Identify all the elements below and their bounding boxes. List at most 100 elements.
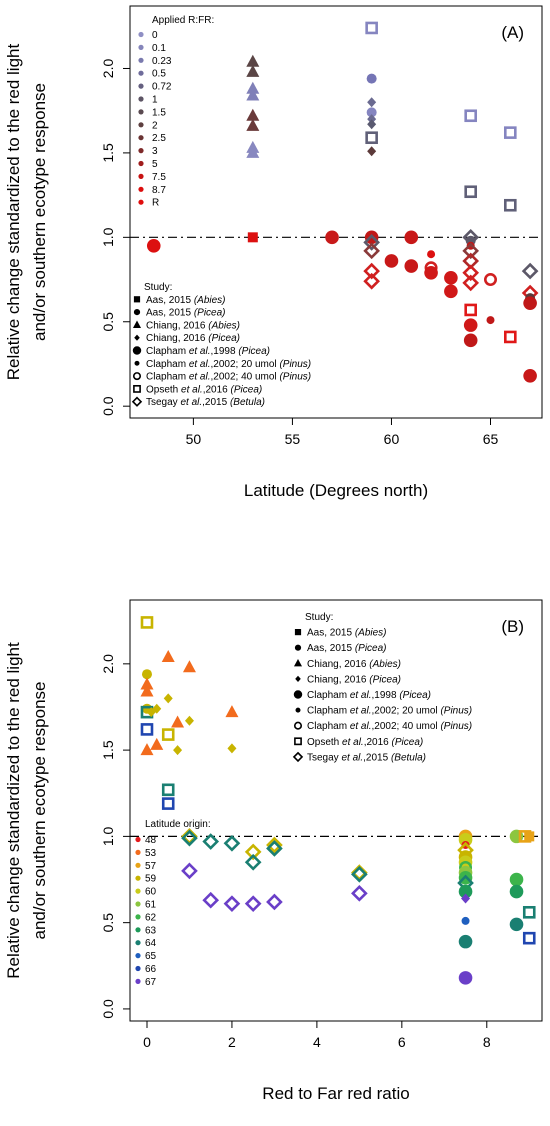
data-point [244,843,262,861]
data-point [140,684,154,697]
study-legend-entry: Chiang, 2016 (Abies) [307,659,401,670]
latitude-legend-dot [135,978,141,985]
data-point [462,264,480,282]
x-tick-label: 65 [483,431,499,447]
study-legend-symbol [294,644,302,651]
x-tick-label: 8 [483,1034,491,1050]
rfr-legend-dot [138,173,144,179]
latitude-legend-label: 67 [145,977,157,988]
data-point [463,333,478,348]
study-legend-symbol [295,707,301,713]
data-point [246,64,260,77]
panel-label: (B) [501,617,524,636]
data-point [404,259,419,273]
data-point [150,737,164,750]
data-point [384,254,399,268]
latitude-legend-label: 62 [145,912,157,923]
data-point [351,884,368,902]
plot-frame [129,5,543,419]
data-point [366,73,377,84]
rfr-legend-label: 2 [152,120,158,131]
rfr-legend-dot [138,96,144,102]
study-legend-symbol [295,675,301,682]
rfr-legend-label: 0.5 [152,69,166,80]
study-legend-symbol [294,629,302,636]
study-legend-entry: Aas, 2015 (Abies) [307,628,387,639]
data-point [504,198,517,212]
y-tick-label: 2.0 [100,59,116,79]
y-tick-label: 0.0 [100,396,116,416]
y-axis-label: and/or southern ecotype response [30,83,49,341]
rfr-legend-dot [138,70,144,76]
data-point [463,318,478,332]
y-axis-label: Relative change standardized to the red … [4,44,23,381]
study-legend-entry: Chiang, 2016 (Abies) [146,320,240,331]
data-point [161,649,175,662]
study-legend-symbol [132,372,142,381]
data-point [486,316,495,325]
study-legend-entry: Chiang, 2016 (Picea) [146,333,240,344]
data-point [464,109,477,123]
rfr-legend-dot [138,135,144,141]
data-point [246,118,260,131]
latitude-legend-dot [135,914,141,920]
x-tick-label: 50 [186,431,202,447]
data-point [246,88,260,101]
data-point [464,185,477,199]
chart-panel-b: 0 2 4 6 8 0.0 0.5 1.0 1.5 2.0 Red to Far red ratio… [4,599,543,1103]
study-legend-symbol [131,396,143,407]
x-axis-label: Latitude (Degrees north) [244,481,428,500]
rfr-legend-dot [138,109,144,115]
data-point [464,303,477,317]
study-legend-title: Study: [144,282,172,293]
latitude-legend-label: 65 [145,951,157,962]
data-point [509,872,524,887]
data-point [523,296,537,310]
y-axis-label: and/or southern ecotype response [30,681,49,939]
rfr-legend-label: 0.72 [152,82,172,93]
study-legend-entry: Clapham et al.,2002; 40 umol (Pinus) [146,372,311,383]
rfr-legend-label: 2.5 [152,133,166,144]
data-point [367,97,377,108]
x-tick-label: 55 [285,431,301,447]
study-legend-entry: Clapham et al.,2002; 20 umol (Pinus) [307,706,472,717]
latitude-legend-dot [135,836,141,843]
latitude-legend-dot [135,965,141,972]
rfr-legend-dot [138,44,144,51]
y-tick-label: 0.0 [100,999,116,1019]
study-legend-symbol [293,690,303,699]
rfr-legend-label: 0.23 [152,56,172,67]
data-point [202,891,220,909]
data-point [325,230,339,245]
rfr-legend: Applied R:FR: 0 0.1 0.23 0.5 0.72 11.5 2 2.5 3 5 7.… [138,15,214,209]
data-point [225,705,239,718]
data-point [367,146,377,157]
panel-label: (A) [501,23,524,42]
study-legend-entry: Opseth et al.,2016 (Picea) [307,737,423,748]
latitude-legend-dot [135,888,141,894]
rfr-legend-label: 7.5 [152,172,166,183]
data-point [367,114,377,125]
study-legend-symbol [132,320,142,328]
data-point [483,273,497,287]
study-legend-symbol [292,751,304,763]
data-point [458,884,473,899]
study-legend-entry: Aas, 2015 (Picea) [146,308,226,319]
data-point [524,831,535,842]
x-tick-label: 0 [143,1034,151,1050]
data-point [444,284,458,299]
y-tick-label: 1.5 [100,143,116,163]
data-point [246,81,260,94]
latitude-legend-dot [135,901,141,907]
latitude-legend-label: 63 [145,925,157,936]
data-point [509,884,524,899]
y-tick-label: 1.5 [100,740,116,760]
data-point [366,107,377,118]
rfr-legend-label: R [152,198,159,209]
latitude-legend-label: 53 [145,848,157,859]
y-axis-label: Relative change standardized to the red … [4,642,23,979]
rfr-legend-title: Applied R:FR: [152,15,214,26]
study-legend-entry: Clapham et al.,2002; 20 umol (Pinus) [146,359,311,370]
